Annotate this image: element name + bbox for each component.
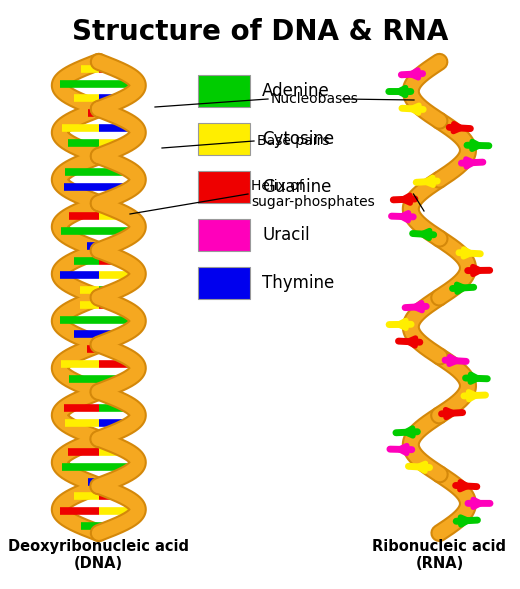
Text: Nucleobases: Nucleobases	[271, 92, 359, 106]
Bar	[198, 219, 250, 251]
Bar	[198, 123, 250, 155]
Bar	[198, 171, 250, 203]
Text: Structure of DNA & RNA: Structure of DNA & RNA	[72, 18, 448, 46]
Text: Uracil: Uracil	[262, 226, 309, 244]
Text: Base pairs: Base pairs	[257, 134, 330, 148]
Text: Ribonucleic acid
(RNA): Ribonucleic acid (RNA)	[372, 539, 506, 571]
Text: Thymine: Thymine	[262, 274, 334, 292]
Text: Helix of
sugar-phosphates: Helix of sugar-phosphates	[251, 179, 375, 209]
Text: Deoxyribonucleic acid
(DNA): Deoxyribonucleic acid (DNA)	[8, 539, 189, 571]
Bar	[198, 267, 250, 299]
Text: Adenine: Adenine	[262, 82, 330, 100]
Text: Cytosine: Cytosine	[262, 130, 334, 148]
Bar	[198, 75, 250, 107]
Text: Guanine: Guanine	[262, 178, 331, 196]
